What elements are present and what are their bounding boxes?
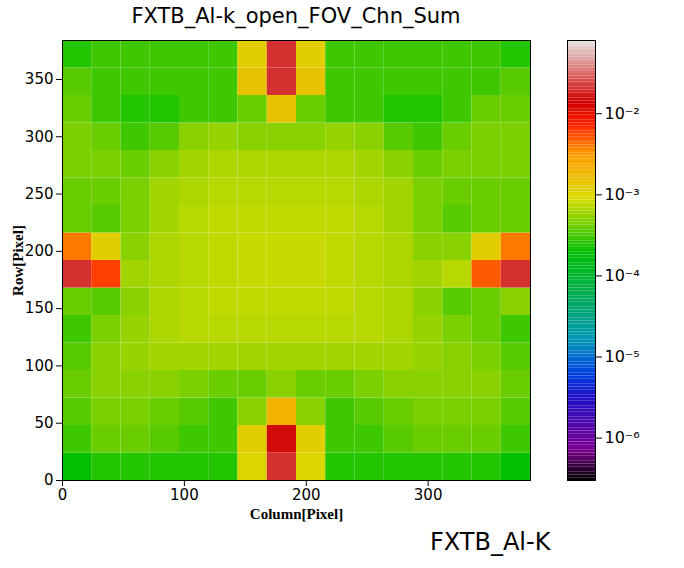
svg-text:0: 0 xyxy=(58,486,68,504)
svg-text:10⁻²: 10⁻² xyxy=(605,104,640,123)
svg-text:10⁻⁶: 10⁻⁶ xyxy=(605,428,640,447)
svg-text:10⁻⁵: 10⁻⁵ xyxy=(605,347,640,366)
html-text:FXTB_Al-k_open_FOV_Chn_Sum: FXTB_Al-k_open_FOV_Chn_Sum xyxy=(131,4,461,28)
svg-text:200: 200 xyxy=(25,242,54,260)
svg-text:300: 300 xyxy=(414,486,443,504)
svg-text:10⁻⁴: 10⁻⁴ xyxy=(605,266,640,285)
svg-text:Row[Pixel]: Row[Pixel] xyxy=(10,225,26,296)
svg-text:200: 200 xyxy=(292,486,321,504)
svg-text:250: 250 xyxy=(25,185,54,203)
svg-text:10⁻³: 10⁻³ xyxy=(605,185,640,204)
svg-text:Column[Pixel]: Column[Pixel] xyxy=(250,506,343,522)
html-text:FXTB_Al-K: FXTB_Al-K xyxy=(430,528,551,556)
svg-text:150: 150 xyxy=(25,299,54,317)
svg-text:100: 100 xyxy=(170,486,199,504)
svg-text:350: 350 xyxy=(25,70,54,88)
svg-text:50: 50 xyxy=(34,414,53,432)
svg-text:300: 300 xyxy=(25,128,54,146)
svg-text:0: 0 xyxy=(44,471,54,489)
svg-text:100: 100 xyxy=(25,357,54,375)
